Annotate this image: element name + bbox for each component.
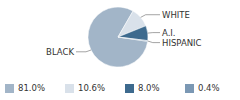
slice [118, 37, 148, 41]
slice [118, 26, 148, 41]
pie: BLACK WHITE A.I.HISPANIC [46, 7, 201, 67]
legend: 81.0% 10.6% 8.0% 0.4% [5, 83, 220, 93]
slice-label: WHITE [162, 10, 190, 20]
legend-swatch [5, 84, 14, 93]
slice-label: A.I. [162, 28, 176, 38]
legend-label: 0.4% [198, 83, 220, 93]
legend-swatch [125, 84, 134, 93]
slice-label: HISPANIC [162, 38, 202, 48]
leader-line [76, 50, 91, 52]
legend-swatch [185, 84, 194, 93]
leader-line [148, 41, 160, 43]
slice-label: BLACK [46, 47, 74, 57]
legend-label: 8.0% [138, 83, 160, 93]
slice [88, 7, 148, 67]
leader-line [141, 15, 160, 18]
legend-label: 81.0% [18, 83, 45, 93]
legend-swatch [65, 84, 74, 93]
leader-line [148, 32, 160, 34]
chart: BLACK WHITE A.I.HISPANIC 81.0% 10.6% 8.0% 0.4% [0, 0, 240, 100]
legend-label: 10.6% [78, 83, 105, 93]
